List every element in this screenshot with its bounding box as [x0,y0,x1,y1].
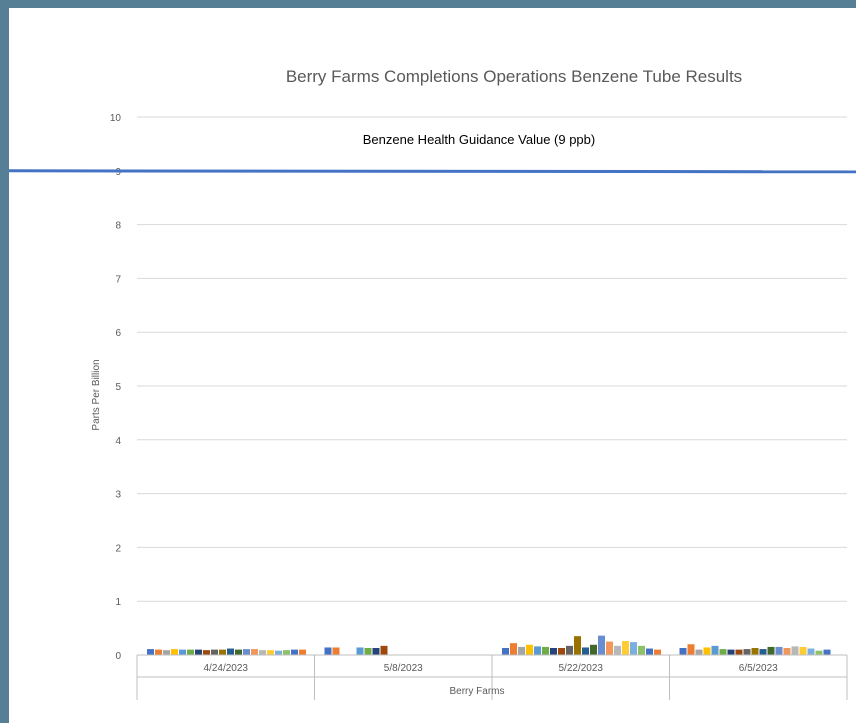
y-tick-label: 10 [110,113,122,124]
guidance-line [9,169,856,174]
chart-frame: Berry Farms Completions Operations Benze… [9,8,856,723]
bar [638,645,645,655]
bar [291,649,298,655]
bar [775,646,783,655]
bar [251,649,258,655]
bar [646,648,653,655]
bar [372,648,380,655]
bar [711,645,719,655]
bar [195,649,202,655]
y-tick-label: 7 [115,274,121,285]
bar [679,648,687,655]
bar [275,650,282,655]
x-tick-label: 5/22/2023 [559,663,604,674]
bar [542,646,549,655]
bar [324,647,332,655]
bar [526,644,533,655]
x-tick-label: 5/8/2023 [384,663,423,674]
y-tick-label: 3 [115,490,121,501]
bar [687,644,695,655]
bar [155,649,162,655]
bar [654,649,661,655]
bar [219,649,226,655]
bar [815,650,823,655]
bar [590,644,597,655]
bar [719,649,727,655]
bar [598,635,605,655]
bar [267,650,274,655]
bar [227,648,234,655]
y-tick-label: 1 [115,597,121,608]
x-tick-label: 4/24/2023 [204,663,249,674]
bar [332,647,340,655]
bar [574,636,581,655]
bar [203,650,210,655]
bar [147,649,154,655]
bar [759,649,767,655]
bar [380,645,388,655]
bars [147,635,831,655]
bar [171,649,178,655]
bar [550,648,557,655]
bar [566,645,573,655]
bar [510,643,517,655]
bar [299,649,306,655]
guidance-line-label: Benzene Health Guidance Value (9 ppb) [363,132,595,147]
bar [243,649,250,655]
bar [179,649,186,655]
bar [727,649,735,655]
bar [606,641,613,655]
bar [534,646,541,655]
x-tick-label: 6/5/2023 [739,663,778,674]
bar [743,649,751,655]
bar [751,648,759,655]
bar [356,647,364,655]
bar [630,642,637,655]
benzene-chart: Berry Farms Completions Operations Benze… [9,67,856,700]
y-axis-ticks: 012345678910 [110,113,122,662]
bar [823,649,831,655]
bar [799,646,807,655]
bar [163,650,170,655]
bar [364,648,372,655]
bar [783,648,791,655]
y-axis-label: Parts Per Billion [91,359,102,430]
y-tick-label: 8 [115,221,121,232]
bar [187,649,194,655]
y-tick-label: 6 [115,328,121,339]
bar [518,646,525,655]
gridlines [137,116,847,656]
y-tick-label: 5 [115,382,121,393]
x-axis-label: Berry Farms [450,686,505,697]
x-axis: 4/24/2023 5/8/2023 5/22/2023 6/5/2023 [136,654,848,700]
bar [767,646,775,655]
bar [695,649,703,655]
y-tick-label: 0 [115,651,121,662]
bar [211,649,218,655]
bar [558,648,565,655]
bar [703,647,711,655]
bar [614,645,621,655]
y-tick-label: 2 [115,543,121,554]
y-tick-label: 4 [115,436,121,447]
bar [622,641,629,655]
bar [735,649,743,655]
bar [791,646,799,655]
bar [807,648,815,655]
bar [502,648,509,655]
bar [259,650,266,655]
chart-title: Berry Farms Completions Operations Benze… [286,67,742,86]
bar [582,647,589,655]
bar [235,649,242,655]
bar [283,650,290,655]
